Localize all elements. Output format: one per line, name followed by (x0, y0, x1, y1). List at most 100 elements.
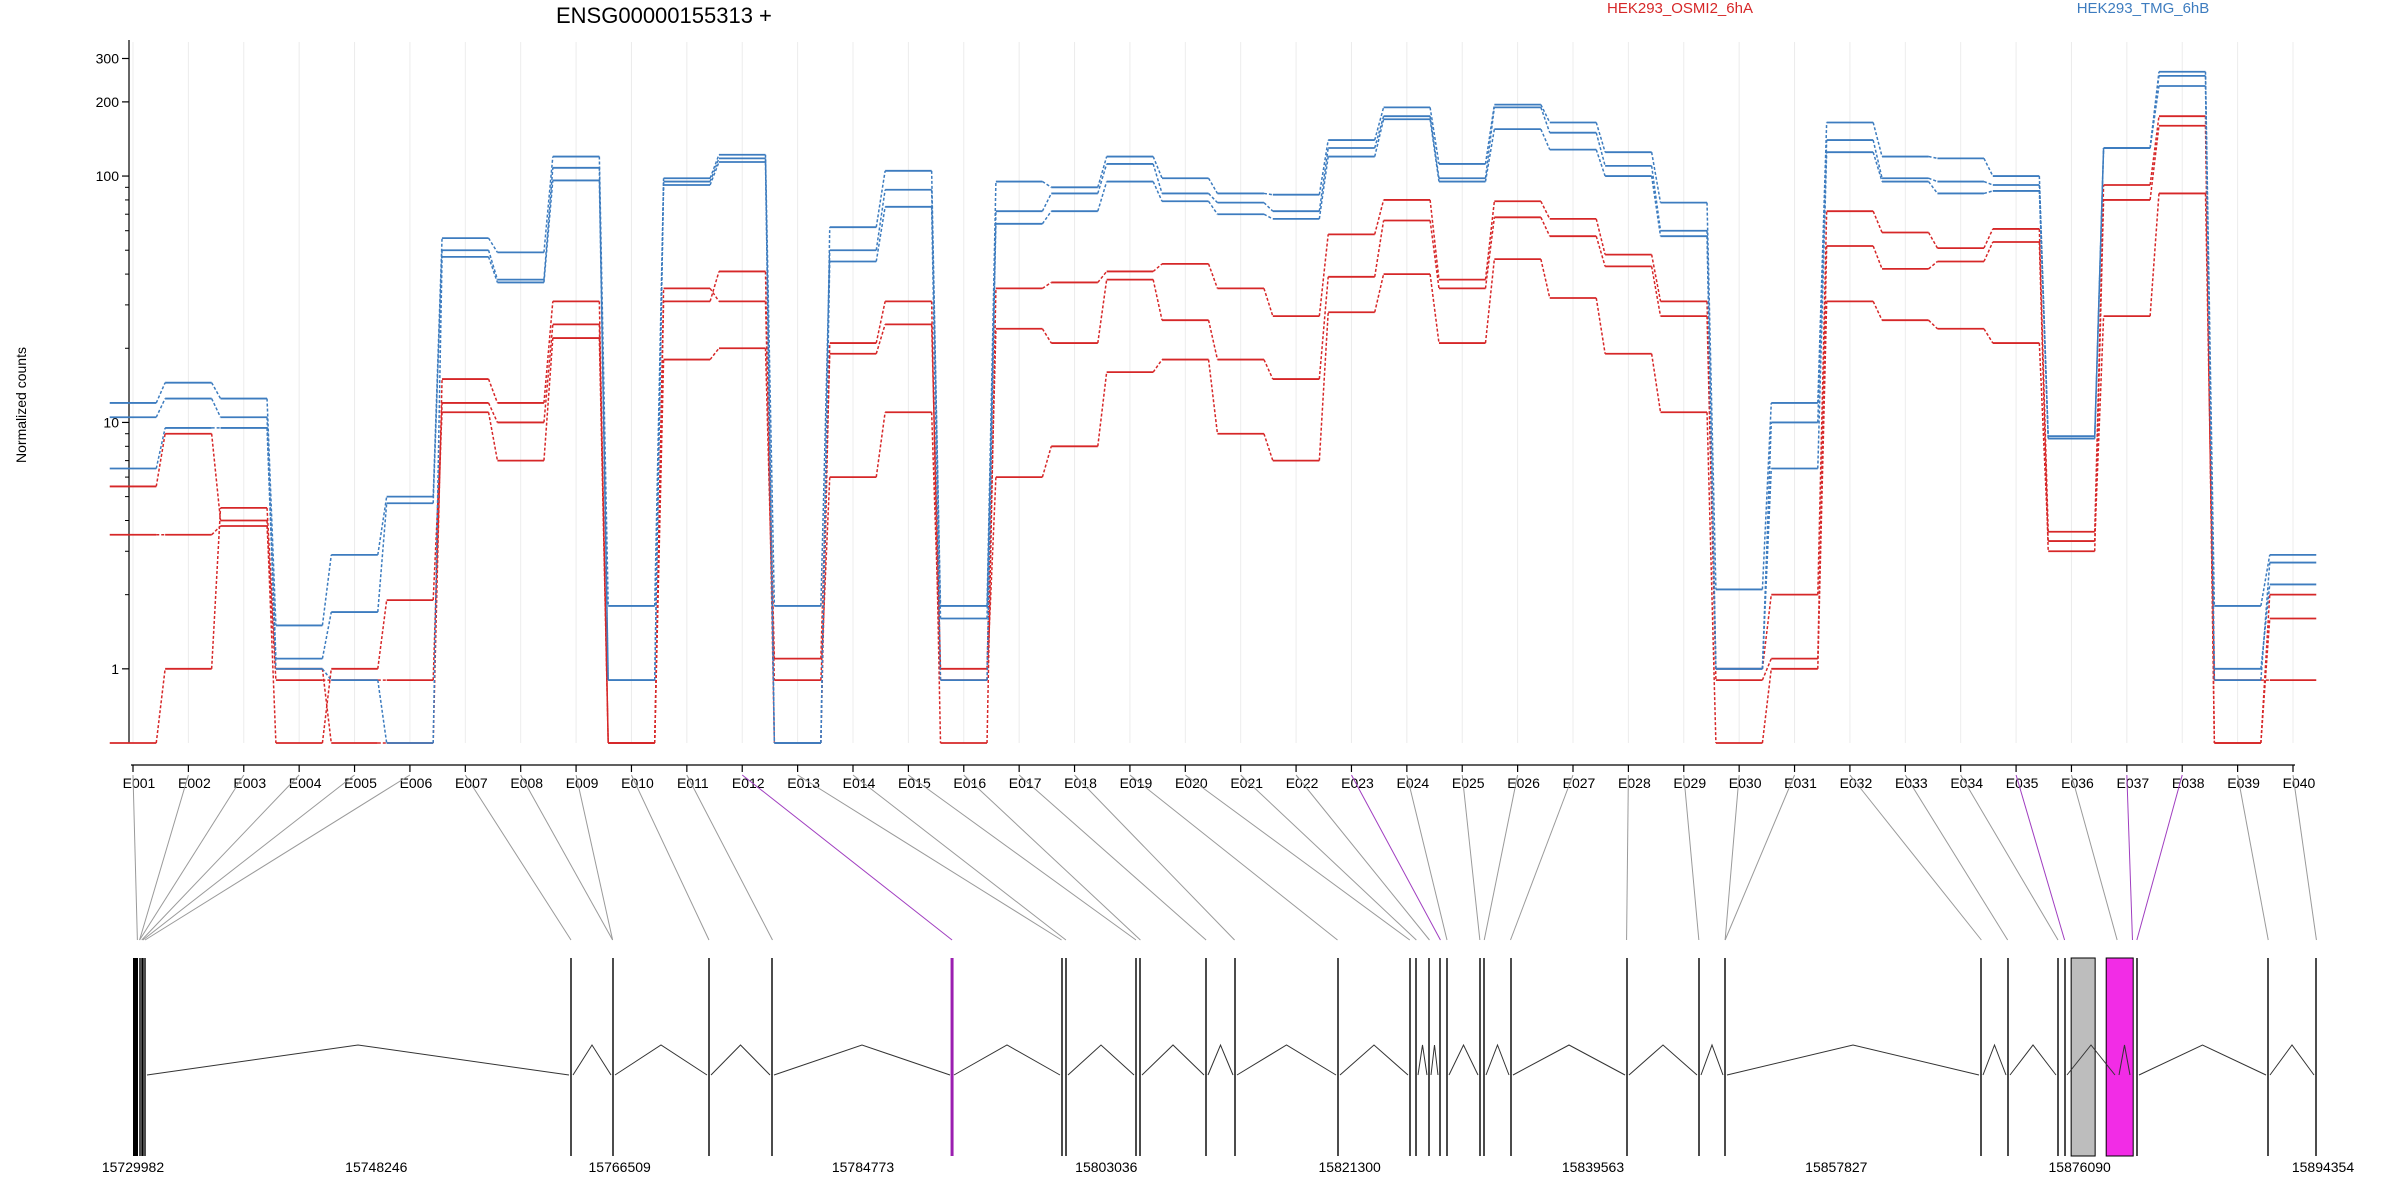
series-6-link (2038, 190, 2049, 439)
series-6-link (1263, 213, 1274, 220)
series-4-link (875, 189, 886, 251)
connector-e002 (139, 774, 189, 941)
connector-e020 (1185, 774, 1411, 941)
series-2-link (1429, 220, 1440, 289)
series-4-link (1263, 192, 1273, 196)
intron-line (1417, 1044, 1428, 1076)
series-6-link (155, 427, 166, 469)
chart-title: ENSG00000155313 + (556, 3, 772, 28)
series-5-link (1152, 163, 1163, 194)
connector-e028 (1626, 774, 1629, 941)
intron-line (1430, 1044, 1439, 1076)
connector-e007 (464, 774, 572, 941)
series-3-link (1595, 218, 1606, 255)
series-3-link (2149, 116, 2160, 186)
series-1-link (1041, 446, 1052, 478)
series-3-link (1041, 281, 1052, 290)
connector-e009 (575, 774, 614, 941)
series-3-link (764, 271, 776, 744)
series-6-link (1872, 151, 1883, 182)
series-3-link (487, 378, 499, 404)
connector-e031 (1724, 774, 1795, 941)
series-5-link (709, 158, 720, 182)
y-axis-label: Normalized counts (13, 347, 29, 463)
series-5-link (1983, 180, 1994, 186)
series-3-link (2204, 116, 2216, 744)
coordinate-label-15876090: 15876090 (2049, 1159, 2112, 1175)
series-4-link (1872, 122, 1883, 157)
series-3-link (930, 301, 942, 744)
intron-line (1512, 1044, 1626, 1076)
intron-line (1236, 1044, 1337, 1076)
x-tick-label-e036: E036 (2061, 775, 2094, 791)
series-2-link (1540, 217, 1551, 237)
series-6-link (1429, 119, 1440, 182)
series-6-link (1207, 200, 1219, 215)
y-tick-label-1: 1 (111, 661, 119, 677)
series-4-link (1706, 202, 1717, 590)
series-4-link (487, 237, 499, 253)
series-6 (109, 85, 2317, 744)
exon-block-grey (2070, 957, 2096, 1157)
connector-e039 (2237, 774, 2269, 941)
series-4-link (1152, 156, 1163, 179)
x-tick-label-e008: E008 (510, 775, 543, 791)
series-3-link (1263, 288, 1274, 317)
series-4-link (1983, 158, 1994, 177)
intron-line (1448, 1043, 1479, 1076)
series-2-link (1761, 658, 1772, 681)
x-tick-label-e014: E014 (843, 775, 876, 791)
x-axis: E001 E002 E003 E004 E005 E006 E007 E008 E009 E010… (123, 764, 2316, 791)
connector-e024 (1406, 774, 1448, 941)
series-1-link (1373, 273, 1385, 313)
connector-e032 (1849, 774, 1982, 941)
series-1-link (875, 412, 886, 478)
x-tick-label-e034: E034 (1950, 775, 1983, 791)
series-6-link (598, 180, 609, 681)
connector-e012 (741, 774, 953, 941)
series-1-link (1650, 353, 1662, 413)
series-5-link (764, 158, 776, 744)
series-6-link (377, 679, 388, 744)
series-5-link (1041, 193, 1052, 212)
series-4-link (1429, 107, 1440, 165)
series-1-link (1484, 259, 1496, 344)
series-5-link (1097, 163, 1108, 194)
series-6-link (1983, 190, 1994, 195)
intron-line (2118, 1044, 2131, 1076)
series-1-link (1152, 359, 1163, 373)
intron-line (773, 1044, 951, 1076)
connector-e025 (1461, 774, 1481, 941)
coordinate-label-15839563: 15839563 (1562, 1159, 1625, 1175)
series-6-link (986, 223, 997, 619)
intron-line (1982, 1043, 2007, 1076)
series-6-link (2093, 147, 2105, 439)
series-5-link (875, 206, 886, 262)
series-4-link (1595, 122, 1606, 153)
series-3-link (653, 301, 665, 744)
series-5-link (1706, 230, 1717, 669)
x-tick-label-e021: E021 (1230, 775, 1263, 791)
series-1-link (709, 347, 720, 361)
series-2-link (432, 412, 443, 601)
x-tick-label-e015: E015 (898, 775, 931, 791)
series-2-link (1097, 279, 1108, 344)
series-5-link (1650, 165, 1662, 231)
series-2-link (1928, 260, 1938, 270)
series-3-link (1761, 594, 1773, 669)
series-2-link (1872, 245, 1883, 270)
series-1-link (820, 477, 831, 681)
intron-line (1700, 1043, 1724, 1076)
connector-e004 (141, 774, 300, 941)
series-3-link (1429, 199, 1440, 280)
connector-e023 (1351, 774, 1441, 941)
series-1-link (1595, 297, 1606, 354)
y-tick-label-200: 200 (96, 94, 120, 110)
series-6-link (1373, 119, 1385, 157)
series-5-link (1595, 132, 1606, 167)
series-6-link (820, 227, 831, 744)
x-tick-label-e017: E017 (1009, 775, 1042, 791)
x-tick-label-e029: E029 (1673, 775, 1706, 791)
series-1-link (1207, 359, 1219, 434)
